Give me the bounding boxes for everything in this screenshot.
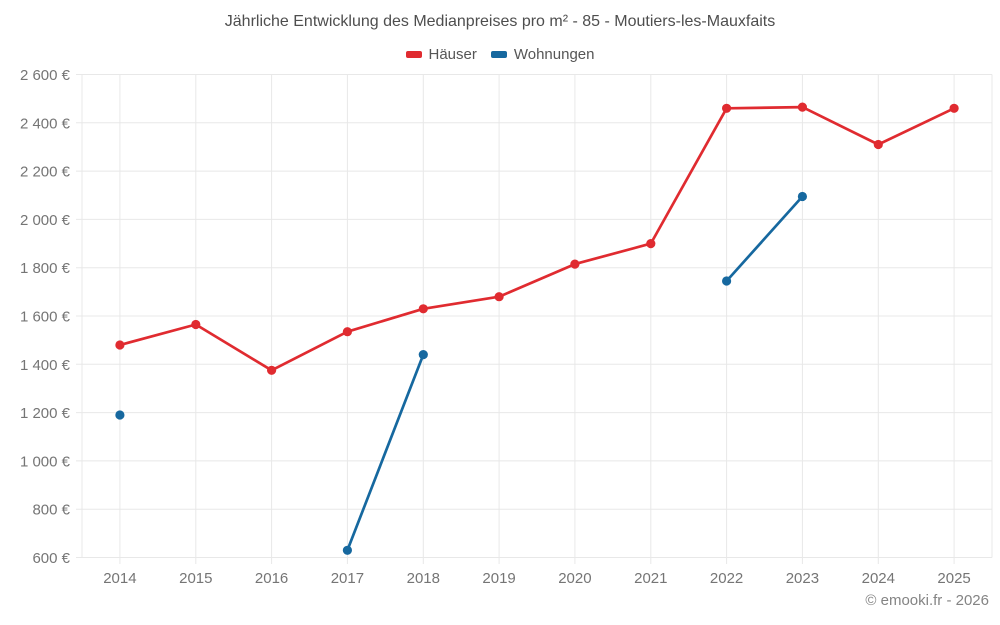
- series-1-point-2017[interactable]: [342, 545, 352, 555]
- x-tick-label: 2021: [634, 570, 667, 587]
- x-tick-label: 2024: [862, 570, 895, 587]
- series-0-point-2015[interactable]: [191, 319, 201, 330]
- series-1-point-2023[interactable]: [797, 191, 808, 202]
- series-0-point-2022[interactable]: [722, 103, 732, 113]
- x-tick-label: 2023: [786, 570, 819, 587]
- y-tick-label: 1 200 €: [20, 405, 71, 422]
- series-1-point-2022[interactable]: [722, 276, 732, 286]
- series-0-point-2020[interactable]: [570, 259, 580, 269]
- y-tick-label: 1 000 €: [20, 453, 71, 470]
- wohnungen-swatch-icon: [490, 51, 507, 58]
- chart-title: Jährliche Entwicklung des Medianpreises …: [224, 13, 776, 30]
- legend-label-haeuser: Häuser: [428, 46, 477, 63]
- x-tick-label: 2018: [407, 570, 440, 587]
- x-tick-label: 2017: [331, 570, 364, 587]
- y-tick-label: 2 000 €: [20, 212, 71, 229]
- series-1-point-2018[interactable]: [418, 350, 428, 360]
- x-tick-label: 2019: [482, 570, 515, 587]
- legend-label-wohnungen: Wohnungen: [513, 46, 595, 63]
- series-0-point-2018[interactable]: [418, 304, 428, 314]
- series-0-point-2024[interactable]: [873, 139, 883, 150]
- chart-legend: Häuser Wohnungen: [0, 46, 1000, 63]
- y-tick-label: 2 400 €: [20, 115, 71, 132]
- y-tick-label: 800 €: [32, 502, 70, 519]
- series-0-point-2019[interactable]: [494, 292, 504, 302]
- series-0-point-2021[interactable]: [646, 239, 656, 249]
- y-tick-label: 2 600 €: [20, 67, 71, 84]
- series-1-point-2014[interactable]: [115, 410, 125, 420]
- x-tick-label: 2014: [103, 570, 136, 587]
- series-0-point-2016[interactable]: [267, 365, 277, 375]
- y-tick-label: 2 200 €: [20, 164, 71, 181]
- series-0-point-2025[interactable]: [949, 103, 959, 113]
- legend-item-haeuser[interactable]: Häuser: [405, 46, 477, 63]
- x-tick-label: 2025: [937, 570, 970, 587]
- series-0-point-2017[interactable]: [342, 327, 352, 337]
- x-tick-label: 2015: [179, 570, 212, 587]
- series-0-line: [118, 105, 956, 372]
- series-0-point-2014[interactable]: [115, 340, 125, 350]
- series-1-line: [346, 195, 804, 552]
- x-tick-label: 2020: [558, 570, 591, 587]
- haeuser-swatch-icon: [405, 51, 422, 58]
- x-tick-label: 2022: [710, 570, 743, 587]
- y-tick-label: 1 400 €: [20, 357, 71, 374]
- x-tick-label: 2016: [255, 570, 288, 587]
- copyright-credit: © emooki.fr - 2026: [865, 592, 989, 609]
- y-tick-label: 1 600 €: [20, 309, 71, 326]
- y-tick-label: 600 €: [32, 550, 70, 567]
- legend-item-wohnungen[interactable]: Wohnungen: [490, 46, 595, 63]
- y-tick-label: 1 800 €: [20, 260, 71, 277]
- series-0-point-2023[interactable]: [797, 102, 808, 112]
